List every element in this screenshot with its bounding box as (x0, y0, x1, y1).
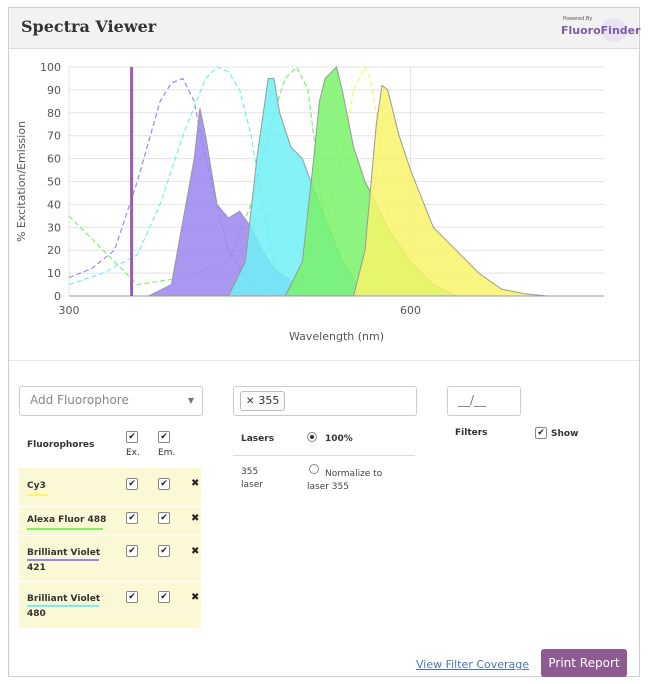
ex-header: Ex. (126, 448, 140, 458)
y-tick-label: 80 (47, 107, 61, 120)
view-filter-coverage-link[interactable]: View Filter Coverage (416, 658, 530, 671)
close-icon[interactable]: ✕ (246, 396, 255, 407)
em-header: Em. (158, 448, 176, 458)
select-all-ex-checkbox[interactable]: ✔ (126, 431, 138, 443)
em-checkbox[interactable]: ✔ (158, 478, 170, 490)
header-bar: Spectra Viewer Powered By FluoroFinder (9, 8, 641, 49)
laser-chip[interactable]: ✕ 355 (240, 391, 286, 411)
y-tick-label: 60 (47, 153, 61, 166)
ex-checkbox[interactable]: ✔ (126, 545, 138, 557)
y-tick-label: 0 (54, 290, 61, 303)
x-tick-label: 600 (400, 304, 421, 317)
spectra-viewer-panel: Spectra Viewer Powered By FluoroFinder 0… (8, 7, 641, 677)
logo-circle (601, 18, 627, 42)
y-tick-label: 100 (40, 61, 61, 74)
fluor-row-alexa-488 (19, 507, 201, 535)
remove-icon[interactable]: ✖ (191, 513, 200, 524)
fluor-name-line2: 480 (27, 609, 46, 619)
lasers-divider (233, 455, 415, 456)
y-tick-label: 10 (47, 267, 61, 280)
filter-placeholder: __/__ (458, 393, 487, 407)
logo-name: FluoroFinder (561, 24, 641, 37)
laser-select-box[interactable]: ✕ 355 (233, 386, 417, 416)
filter-input[interactable]: __/__ (447, 386, 521, 416)
em-checkbox[interactable]: ✔ (158, 591, 170, 603)
show-filters-label: Show (551, 429, 579, 439)
ex-checkbox[interactable]: ✔ (126, 478, 138, 490)
ex-checkbox[interactable]: ✔ (126, 512, 138, 524)
y-axis-label: % Excitation/Emission (15, 121, 28, 242)
remove-icon[interactable]: ✖ (191, 546, 200, 557)
fluor-name-line2: 421 (27, 563, 46, 573)
remove-icon[interactable]: ✖ (191, 478, 200, 489)
y-tick-label: 50 (47, 176, 61, 189)
normalize-label-line1: Normalize to (325, 469, 383, 479)
ex-checkbox[interactable]: ✔ (126, 591, 138, 603)
em-checkbox[interactable]: ✔ (158, 512, 170, 524)
excitation-line (68, 66, 286, 297)
fluorophores-header: Fluorophores (27, 440, 95, 450)
section-divider (9, 360, 639, 361)
normalize-radio[interactable] (309, 464, 319, 474)
laser-chip-label: 355 (258, 394, 280, 407)
normalize-label-line2: laser 355 (307, 482, 349, 492)
fluor-color-underline (27, 494, 47, 496)
intensity-100-radio[interactable] (307, 432, 317, 442)
excitation-line (273, 65, 400, 297)
add-fluorophore-placeholder: Add Fluorophore (30, 393, 129, 407)
spectra-chart: 0 10 20 30 40 50 60 70 80 90 100 300 600 Wavelength (… (15, 61, 604, 343)
y-tick-label: 70 (47, 130, 61, 143)
fluor-color-underline (27, 605, 99, 607)
logo-powered-by: Powered By (563, 16, 593, 22)
fluor-name: Alexa Fluor 488 (27, 515, 107, 525)
em-checkbox[interactable]: ✔ (158, 545, 170, 557)
chevron-down-icon: ▼ (187, 396, 194, 405)
fluor-row-cy3 (19, 468, 201, 506)
emission-area (352, 84, 548, 297)
y-tick-label: 40 (47, 198, 61, 211)
y-tick-label: 90 (47, 84, 61, 97)
fluor-name-line1: Brilliant Violet (27, 548, 101, 558)
fluor-name-line1: Brilliant Violet (27, 594, 101, 604)
fluor-row-bv421 (19, 536, 201, 581)
x-tick-label: 300 (59, 304, 80, 317)
lasers-header: Lasers (241, 434, 275, 444)
filters-header: Filters (455, 428, 488, 438)
x-axis-label: Wavelength (nm) (289, 330, 384, 343)
fluor-color-underline (27, 528, 103, 530)
show-filters-checkbox[interactable]: ✔ (535, 427, 547, 439)
intensity-100-label: 100% (325, 434, 353, 444)
add-fluorophore-dropdown[interactable]: Add Fluorophore ▼ (19, 386, 203, 416)
fluor-name: Cy3 (27, 481, 46, 491)
fluor-color-underline (27, 559, 99, 561)
laser-name-line2: laser (241, 480, 263, 490)
select-all-em-checkbox[interactable]: ✔ (158, 431, 170, 443)
print-report-button[interactable]: Print Report (541, 649, 627, 677)
laser-name-line1: 355 (241, 467, 259, 477)
fluorofinder-logo[interactable]: Powered By FluoroFinder (559, 14, 641, 44)
y-tick-label: 20 (47, 244, 61, 257)
page-title: Spectra Viewer (21, 17, 157, 36)
remove-icon[interactable]: ✖ (191, 592, 200, 603)
y-tick-label: 30 (47, 221, 61, 234)
